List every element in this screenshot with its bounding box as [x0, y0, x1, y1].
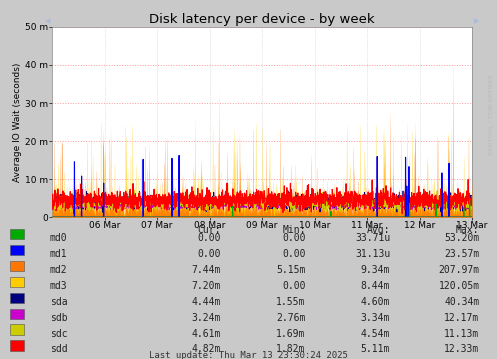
Bar [10, 340, 24, 351]
Text: 3.24m: 3.24m [192, 313, 221, 323]
Text: 33.71u: 33.71u [355, 233, 390, 243]
Text: md2: md2 [50, 265, 67, 275]
Text: md3: md3 [50, 281, 67, 291]
Text: ▶: ▶ [474, 18, 479, 24]
Text: 12.33m: 12.33m [444, 345, 480, 354]
Text: 53.20m: 53.20m [444, 233, 480, 243]
Text: RRDTOOL / TOBI OETIKER: RRDTOOL / TOBI OETIKER [489, 75, 494, 155]
Y-axis label: Average IO Wait (seconds): Average IO Wait (seconds) [13, 62, 22, 182]
Text: 5.11m: 5.11m [361, 345, 390, 354]
Text: 0.00: 0.00 [282, 233, 306, 243]
Bar [10, 261, 24, 271]
Text: 31.13u: 31.13u [355, 249, 390, 259]
Text: sdc: sdc [50, 328, 67, 339]
Bar [10, 325, 24, 335]
Text: 207.97m: 207.97m [438, 265, 480, 275]
Text: Cur:: Cur: [198, 225, 221, 235]
Text: 120.05m: 120.05m [438, 281, 480, 291]
Text: md0: md0 [50, 233, 67, 243]
Text: 2.76m: 2.76m [276, 313, 306, 323]
Text: Last update: Thu Mar 13 23:30:24 2025: Last update: Thu Mar 13 23:30:24 2025 [149, 351, 348, 359]
Text: 3.34m: 3.34m [361, 313, 390, 323]
Text: 4.82m: 4.82m [192, 345, 221, 354]
Text: 1.55m: 1.55m [276, 297, 306, 307]
Text: Max:: Max: [456, 225, 480, 235]
Title: Disk latency per device - by week: Disk latency per device - by week [150, 13, 375, 26]
Text: 8.44m: 8.44m [361, 281, 390, 291]
Text: 0.00: 0.00 [198, 249, 221, 259]
Text: 0.00: 0.00 [282, 281, 306, 291]
Text: ◀: ◀ [45, 18, 51, 24]
Text: 7.20m: 7.20m [192, 281, 221, 291]
Text: sdd: sdd [50, 345, 67, 354]
Text: 4.54m: 4.54m [361, 328, 390, 339]
Bar [10, 293, 24, 303]
Text: 40.34m: 40.34m [444, 297, 480, 307]
Text: 11.13m: 11.13m [444, 328, 480, 339]
Text: Min:: Min: [282, 225, 306, 235]
Text: sda: sda [50, 297, 67, 307]
Text: 4.60m: 4.60m [361, 297, 390, 307]
Bar [10, 245, 24, 255]
Text: 23.57m: 23.57m [444, 249, 480, 259]
Text: 1.82m: 1.82m [276, 345, 306, 354]
Text: 1.69m: 1.69m [276, 328, 306, 339]
Text: 4.44m: 4.44m [192, 297, 221, 307]
Text: Avg:: Avg: [367, 225, 390, 235]
Bar [10, 229, 24, 239]
Text: sdb: sdb [50, 313, 67, 323]
Text: 4.61m: 4.61m [192, 328, 221, 339]
Text: 9.34m: 9.34m [361, 265, 390, 275]
Text: 0.00: 0.00 [282, 249, 306, 259]
Text: 7.44m: 7.44m [192, 265, 221, 275]
Text: 12.17m: 12.17m [444, 313, 480, 323]
Text: 0.00: 0.00 [198, 233, 221, 243]
Bar [10, 277, 24, 287]
Bar [10, 308, 24, 319]
Text: md1: md1 [50, 249, 67, 259]
Text: 5.15m: 5.15m [276, 265, 306, 275]
